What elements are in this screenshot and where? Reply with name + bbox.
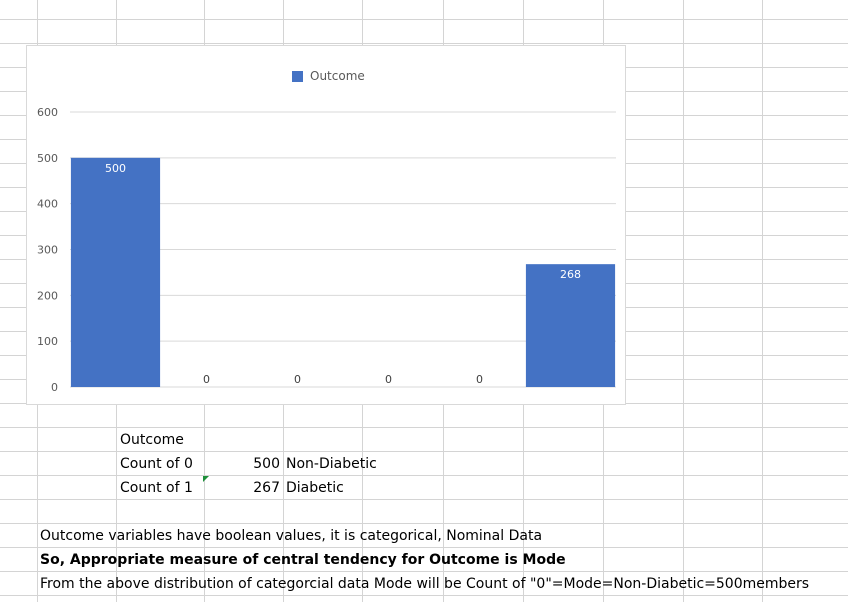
- data-label: 268: [560, 268, 581, 281]
- y-tick-label: 400: [37, 198, 58, 211]
- data-label: 0: [294, 373, 301, 386]
- table-row-value[interactable]: 500: [253, 456, 280, 472]
- note-line-1[interactable]: Outcome variables have boolean values, i…: [40, 528, 543, 544]
- chart-plot: 0 100 200 300 400 500 600 500 0 0 0 0 268: [37, 106, 616, 394]
- table-row-desc[interactable]: Diabetic: [286, 480, 344, 496]
- table-row-label[interactable]: Count of 0: [120, 456, 193, 472]
- table-row-label[interactable]: Count of 1: [120, 480, 193, 496]
- note-line-2[interactable]: So, Appropriate measure of central tende…: [40, 552, 566, 568]
- chart-legend: Outcome: [292, 68, 365, 84]
- table-header[interactable]: Outcome: [120, 432, 184, 448]
- y-tick-label: 100: [37, 335, 58, 348]
- y-tick-label: 300: [37, 244, 58, 257]
- y-tick-label: 200: [37, 289, 58, 302]
- y-tick-label: 0: [51, 381, 58, 394]
- y-tick-label: 600: [37, 106, 58, 119]
- cell-indicator: [203, 476, 209, 482]
- bar-chart[interactable]: Outcome 0 100 200 300 400 500 600 500 0 0 0 0 268: [26, 45, 626, 405]
- table-row-desc[interactable]: Non-Diabetic: [286, 456, 377, 472]
- table-row-value[interactable]: 267: [253, 480, 280, 496]
- data-label: 0: [385, 373, 392, 386]
- legend-swatch: [292, 70, 303, 82]
- legend-label: Outcome: [310, 69, 365, 83]
- bar[interactable]: [70, 157, 161, 387]
- y-tick-label: 500: [37, 152, 58, 165]
- data-label: 0: [476, 373, 483, 386]
- data-label: 500: [105, 162, 126, 175]
- note-line-3[interactable]: From the above distribution of categorci…: [40, 576, 810, 592]
- bar[interactable]: [525, 264, 616, 387]
- data-label: 0: [203, 373, 210, 386]
